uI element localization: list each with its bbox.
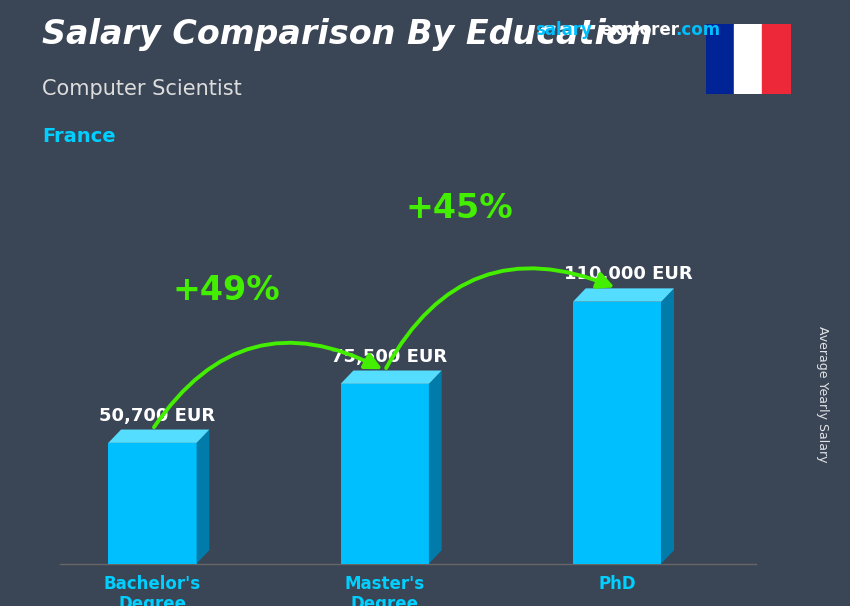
- Text: +49%: +49%: [173, 274, 280, 307]
- Bar: [734, 24, 762, 94]
- Text: Salary Comparison By Education: Salary Comparison By Education: [42, 18, 653, 51]
- Text: explorer: explorer: [600, 21, 679, 39]
- Polygon shape: [196, 430, 209, 564]
- Polygon shape: [108, 430, 209, 443]
- Text: Average Yearly Salary: Average Yearly Salary: [816, 325, 829, 462]
- Polygon shape: [429, 370, 442, 564]
- Text: salary: salary: [536, 21, 592, 39]
- Bar: [341, 384, 429, 564]
- Bar: [108, 443, 196, 564]
- Polygon shape: [341, 370, 442, 384]
- Text: 110,000 EUR: 110,000 EUR: [564, 265, 692, 284]
- Bar: [762, 24, 791, 94]
- Text: 50,700 EUR: 50,700 EUR: [99, 407, 215, 425]
- Text: France: France: [42, 127, 116, 146]
- Text: 75,500 EUR: 75,500 EUR: [332, 347, 447, 365]
- Bar: [706, 24, 734, 94]
- Polygon shape: [573, 288, 674, 302]
- Text: Computer Scientist: Computer Scientist: [42, 79, 242, 99]
- Text: +45%: +45%: [405, 192, 513, 225]
- Text: .com: .com: [675, 21, 720, 39]
- Bar: [573, 302, 661, 564]
- Polygon shape: [661, 288, 674, 564]
